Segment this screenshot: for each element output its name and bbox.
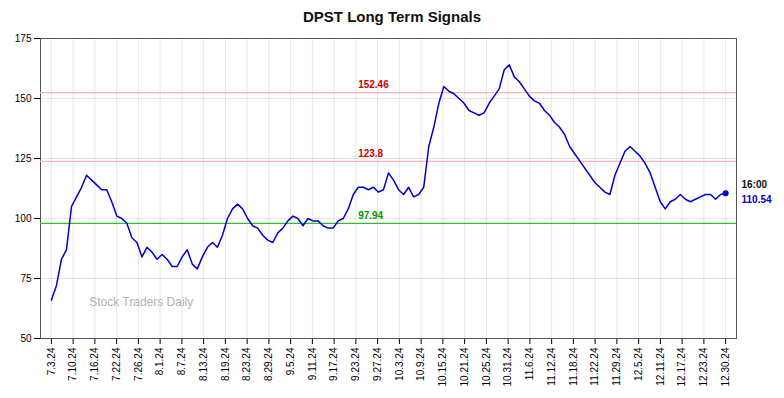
svg-text:Stock Traders Daily: Stock Traders Daily	[89, 295, 193, 309]
svg-text:9.11.24: 9.11.24	[307, 347, 318, 380]
svg-text:11.22.24: 11.22.24	[589, 347, 600, 386]
svg-text:125: 125	[15, 153, 32, 164]
svg-text:11.12.24: 11.12.24	[546, 347, 557, 386]
svg-text:10.21.24: 10.21.24	[459, 347, 470, 386]
svg-text:11.29.24: 11.29.24	[611, 347, 622, 386]
svg-text:10.31.24: 10.31.24	[502, 347, 513, 386]
svg-text:9.17.24: 9.17.24	[328, 347, 339, 381]
svg-text:12.11.24: 12.11.24	[655, 347, 666, 386]
svg-text:8.19.24: 8.19.24	[220, 347, 231, 381]
svg-text:123.8: 123.8	[358, 148, 383, 159]
svg-text:175: 175	[15, 33, 32, 44]
svg-text:8.1.24: 8.1.24	[154, 347, 165, 375]
svg-text:7.26.24: 7.26.24	[133, 347, 144, 381]
svg-text:152.46: 152.46	[358, 79, 389, 90]
html-text:DPST Long Term Signals: DPST Long Term Signals	[303, 8, 481, 25]
svg-text:97.94: 97.94	[358, 210, 383, 221]
svg-text:11.18.24: 11.18.24	[568, 347, 579, 386]
svg-text:100: 100	[15, 213, 32, 224]
svg-text:150: 150	[15, 93, 32, 104]
svg-text:8.29.24: 8.29.24	[263, 347, 274, 381]
svg-text:9.23.24: 9.23.24	[350, 347, 361, 381]
svg-text:9.27.24: 9.27.24	[372, 347, 383, 381]
svg-text:11.6.24: 11.6.24	[524, 347, 535, 380]
svg-text:8.13.24: 8.13.24	[198, 347, 209, 381]
svg-text:12.23.24: 12.23.24	[698, 347, 709, 386]
svg-text:8.7.24: 8.7.24	[176, 347, 187, 375]
svg-text:7.10.24: 7.10.24	[67, 347, 78, 381]
svg-text:10.9.24: 10.9.24	[415, 347, 426, 381]
svg-text:8.23.24: 8.23.24	[241, 347, 252, 381]
svg-text:12.5.24: 12.5.24	[633, 347, 644, 381]
svg-text:7.16.24: 7.16.24	[89, 347, 100, 381]
svg-text:7.3.24: 7.3.24	[46, 347, 57, 375]
svg-text:7.22.24: 7.22.24	[111, 347, 122, 381]
svg-text:75: 75	[20, 273, 32, 284]
svg-text:110.54: 110.54	[742, 194, 772, 205]
svg-text:12.30.24: 12.30.24	[720, 347, 731, 386]
svg-text:16:00: 16:00	[742, 179, 768, 190]
svg-text:9.5.24: 9.5.24	[285, 347, 296, 375]
svg-text:50: 50	[20, 333, 32, 344]
svg-text:10.15.24: 10.15.24	[437, 347, 448, 386]
svg-text:12.17.24: 12.17.24	[676, 347, 687, 386]
svg-text:10.3.24: 10.3.24	[394, 347, 405, 381]
svg-text:10.25.24: 10.25.24	[481, 347, 492, 386]
